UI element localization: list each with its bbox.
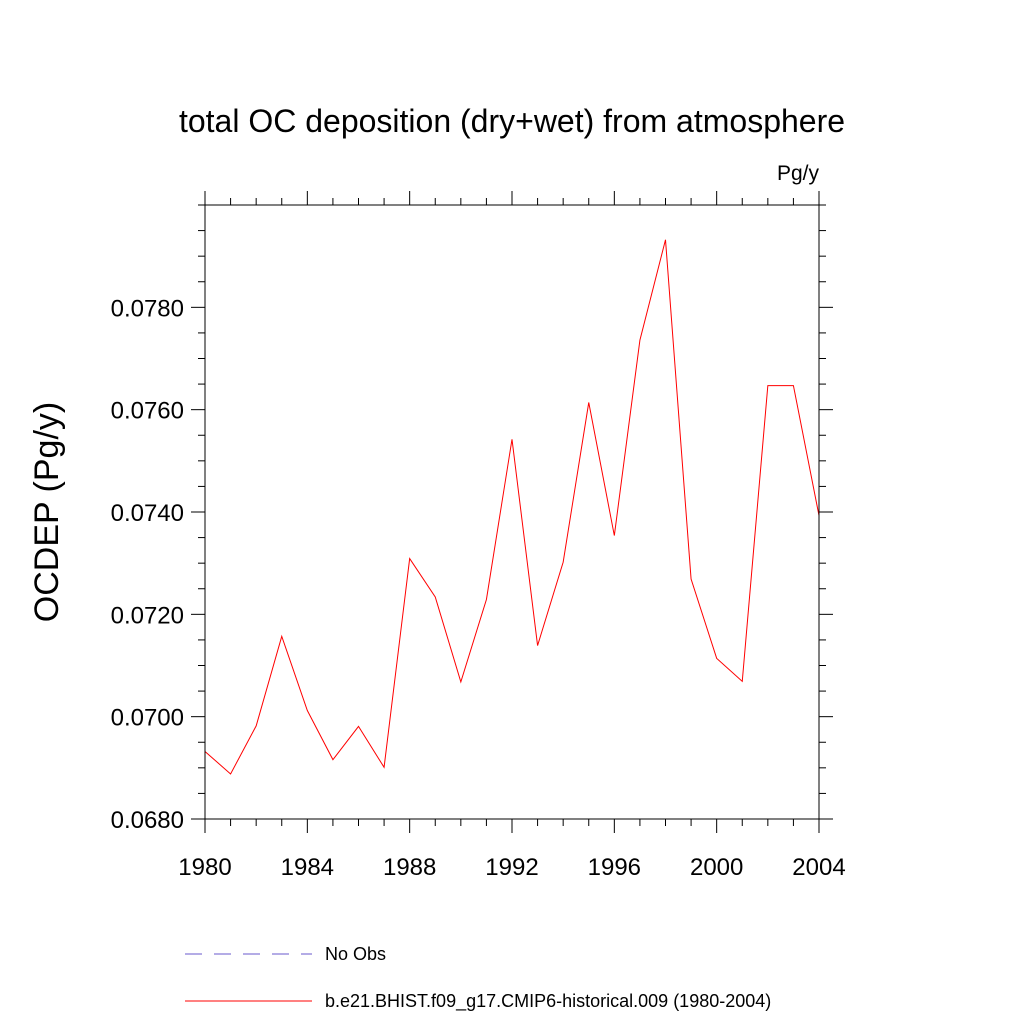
y-tick-labels: 0.0680 0.0700 0.0720 0.0740 0.0760 0.0780 bbox=[111, 295, 184, 834]
y-tick-label: 0.0760 bbox=[111, 398, 184, 425]
x-tick-label: 1992 bbox=[485, 854, 538, 881]
units-label: Pg/y bbox=[777, 162, 820, 185]
x-tick-label: 2000 bbox=[690, 854, 743, 881]
y-tick-label: 0.0700 bbox=[111, 705, 184, 732]
y-tick-label: 0.0720 bbox=[111, 602, 184, 629]
series-line-1 bbox=[204, 239, 820, 775]
y-tick-label: 0.0780 bbox=[111, 295, 184, 322]
x-tick-label: 1988 bbox=[383, 854, 436, 881]
axis-ticks bbox=[191, 191, 833, 833]
x-tick-label: 1996 bbox=[588, 854, 641, 881]
legend-label-model: b.e21.BHIST.f09_g17.CMIP6-historical.009… bbox=[325, 991, 771, 1012]
series-layer bbox=[204, 239, 820, 775]
legend: No Obs b.e21.BHIST.f09_g17.CMIP6-histori… bbox=[185, 944, 771, 1012]
x-tick-label: 1984 bbox=[281, 854, 334, 881]
plot-frame bbox=[204, 204, 820, 820]
x-tick-label: 1980 bbox=[178, 854, 231, 881]
y-tick-label: 0.0740 bbox=[111, 500, 184, 527]
chart-title: total OC deposition (dry+wet) from atmos… bbox=[179, 103, 845, 139]
y-tick-label: 0.0680 bbox=[111, 807, 184, 834]
y-axis-label: OCDEP (Pg/y) bbox=[28, 402, 66, 622]
x-tick-labels: 1980 1984 1988 1992 1996 2000 2004 bbox=[178, 854, 845, 881]
x-tick-label: 2004 bbox=[792, 854, 845, 881]
legend-label-no-obs: No Obs bbox=[325, 944, 386, 964]
